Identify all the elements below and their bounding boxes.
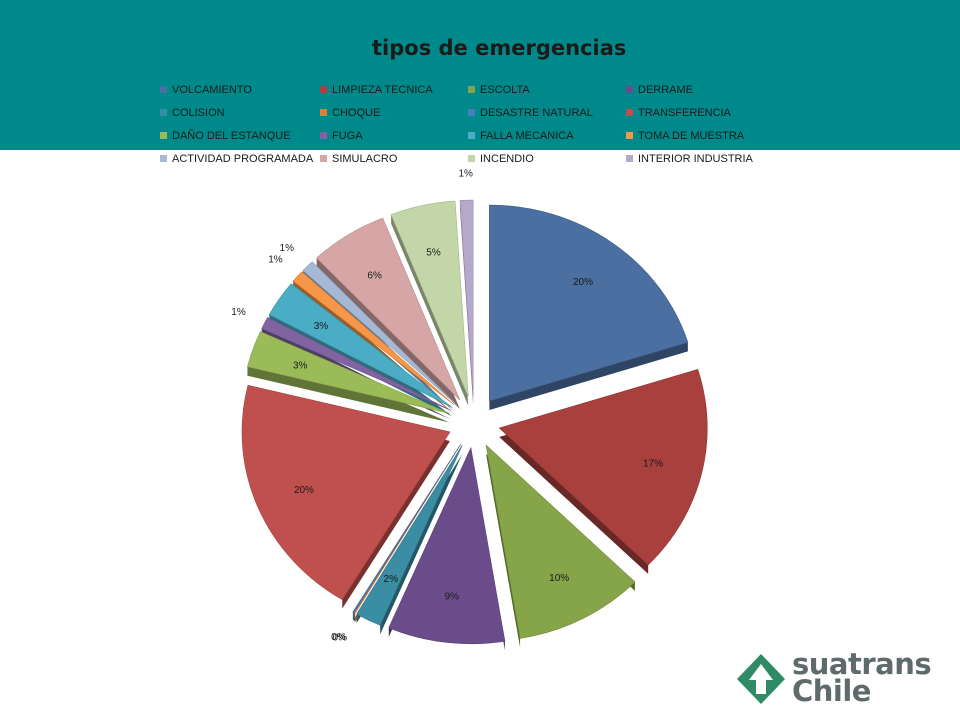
legend-swatch: [320, 155, 327, 162]
company-logo: suatrans Chile: [735, 650, 935, 715]
chart-legend: VOLCAMIENTO LIMPIEZA TECNICA ESCOLTA DERRAM…: [160, 82, 800, 166]
pie-slice: [390, 200, 469, 397]
pie-data-label: 1%: [268, 254, 283, 265]
legend-label: ACTIVIDAD PROGRAMADA: [172, 152, 314, 165]
pie-slice: [459, 199, 474, 397]
legend-label: VOLCAMIENTO: [172, 83, 252, 96]
legend-label: LIMPIEZA TECNICA: [332, 83, 433, 96]
pie-slice: [489, 204, 689, 402]
pie-data-label: 5%: [426, 247, 441, 258]
chart-title: tipos de emergencias: [372, 36, 627, 60]
pie-data-label: 9%: [445, 592, 460, 603]
pie-data-label: 20%: [573, 277, 593, 288]
pie-slice: [302, 261, 456, 404]
pie-data-label: 20%: [294, 485, 314, 496]
legend-swatch: [626, 109, 633, 116]
legend-swatch: [320, 86, 327, 93]
legend-item: DESASTRE NATURAL: [468, 105, 626, 120]
pie-data-label: 0%: [331, 632, 346, 643]
pie-data-label: 0%: [333, 633, 348, 644]
legend-swatch: [160, 86, 167, 93]
legend-swatch: [468, 86, 475, 93]
legend-label: CHOQUE: [332, 106, 381, 119]
pie-data-label: 3%: [314, 321, 329, 332]
legend-item: TRANSFERENCIA: [626, 105, 796, 120]
legend-swatch: [626, 155, 633, 162]
legend-swatch: [160, 155, 167, 162]
logo-line-1: suatrans: [792, 647, 932, 681]
pie-data-label: 10%: [549, 573, 569, 584]
pie-data-label: 1%: [458, 169, 473, 180]
pie-slice: [268, 283, 453, 408]
pie-slice: [388, 446, 506, 645]
legend-item: VOLCAMIENTO: [160, 82, 320, 97]
legend-item: COLISION: [160, 105, 320, 120]
legend-label: ESCOLTA: [480, 83, 530, 96]
legend-swatch: [626, 132, 633, 139]
pie-slice: [247, 331, 450, 414]
legend-swatch: [468, 109, 475, 116]
legend-item: INCENDIO: [468, 151, 626, 166]
legend-item: CHOQUE: [320, 105, 468, 120]
pie-data-label: 2%: [384, 574, 399, 585]
legend-label: INTERIOR INDUSTRIA: [638, 152, 753, 165]
legend-label: COLISION: [172, 106, 225, 119]
legend-item: ACTIVIDAD PROGRAMADA: [160, 151, 320, 166]
legend-swatch: [468, 132, 475, 139]
legend-swatch: [320, 132, 327, 139]
legend-item: DAÑO DEL ESTANQUE: [160, 128, 320, 143]
pie-data-label: 17%: [643, 459, 663, 470]
legend-item: INTERIOR INDUSTRIA: [626, 151, 796, 166]
legend-swatch: [468, 155, 475, 162]
legend-label: TOMA DE MUESTRA: [638, 129, 745, 142]
pie-slice: [292, 271, 455, 406]
legend-label: DESASTRE NATURAL: [480, 106, 593, 119]
legend-item: FALLA MECANICA: [468, 128, 626, 143]
pie-data-label: 1%: [231, 307, 246, 318]
logo-line-2: Chile: [792, 674, 871, 708]
pie-slice: [261, 317, 451, 411]
legend-label: FALLA MECANICA: [480, 129, 574, 142]
legend-label: INCENDIO: [480, 152, 534, 165]
legend-item: LIMPIEZA TECNICA: [320, 82, 468, 97]
legend-item: FUGA: [320, 128, 468, 143]
pie-slice: [352, 444, 461, 613]
legend-swatch: [160, 109, 167, 116]
pie-data-label: 6%: [367, 271, 382, 282]
legend-item: SIMULACRO: [320, 151, 468, 166]
pie-data-label: 3%: [293, 360, 308, 371]
pie-slice: [485, 444, 636, 639]
legend-swatch: [626, 86, 633, 93]
pie-slice: [241, 384, 451, 601]
pie-slice: [316, 217, 461, 401]
pie-slice: [498, 369, 708, 566]
tree-arrow-icon: [737, 654, 785, 704]
legend-label: TRANSFERENCIA: [638, 106, 731, 119]
legend-swatch: [160, 132, 167, 139]
legend-item: ESCOLTA: [468, 82, 626, 97]
header-banner: [0, 0, 960, 150]
legend-item: TOMA DE MUESTRA: [626, 128, 796, 143]
legend-swatch: [320, 109, 327, 116]
pie-slice: [356, 445, 463, 626]
legend-label: SIMULACRO: [332, 152, 398, 165]
legend-label: DAÑO DEL ESTANQUE: [172, 129, 291, 142]
legend-label: DERRAME: [638, 83, 694, 96]
pie-slice-side: [247, 331, 450, 423]
pie-data-label: 1%: [280, 243, 295, 254]
legend-item: DERRAME: [626, 82, 796, 97]
legend-label: FUGA: [332, 129, 363, 142]
